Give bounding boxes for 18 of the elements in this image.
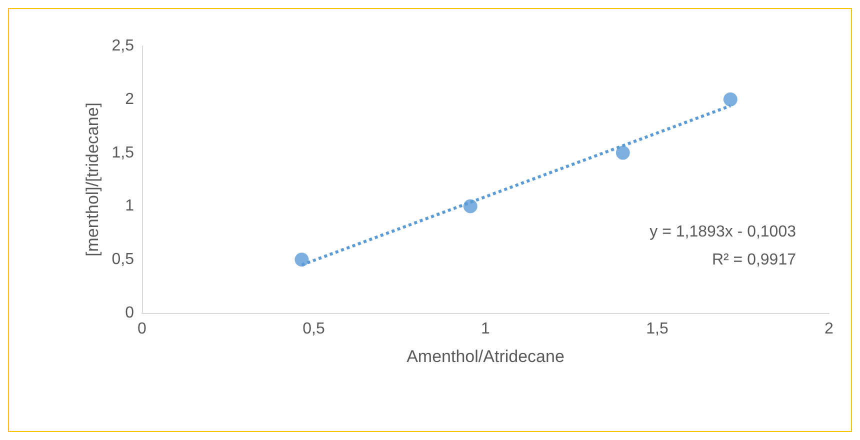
- y-axis-title: [menthol]/[tridecane]: [82, 102, 102, 257]
- x-tick-label: 1: [481, 320, 490, 338]
- x-axis-title: Amenthol/Atridecane: [406, 347, 564, 366]
- y-tick-label: 0: [125, 304, 134, 322]
- point: [294, 252, 309, 267]
- y-tick-label: 1,5: [112, 144, 134, 162]
- annotation: y = 1,1893x - 0,1003: [650, 224, 796, 240]
- point: [616, 146, 630, 160]
- y-tick-label: 0,5: [112, 251, 134, 268]
- x-tick-label: 1,5: [646, 320, 668, 338]
- x-tick-label: 0,5: [302, 320, 325, 338]
- point: [723, 92, 738, 106]
- y-tick-label: 2,5: [112, 38, 134, 54]
- x-tick-label: 0: [138, 320, 147, 338]
- annotation: R² = 0,9917: [712, 252, 796, 268]
- y-tick-label: 1: [125, 198, 134, 215]
- x-tick-label: 2: [824, 320, 834, 338]
- y-tick-label: 2: [125, 90, 134, 108]
